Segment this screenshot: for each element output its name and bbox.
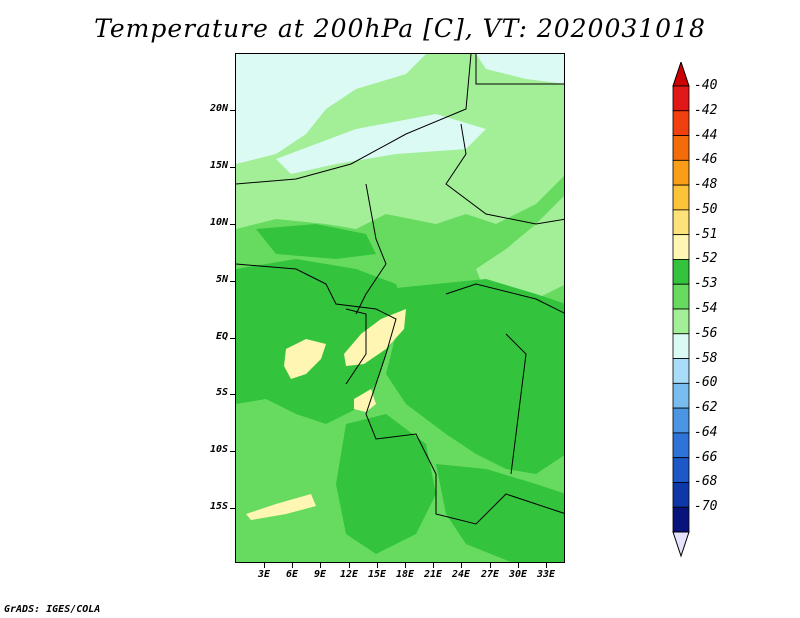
lon-tick — [490, 563, 491, 568]
band-51-gabon — [284, 339, 326, 379]
colorbar-label: -62 — [694, 400, 718, 416]
band-51-angola — [246, 494, 316, 520]
colorbar-cell — [672, 482, 690, 508]
lat-label-20n: 20N — [209, 103, 228, 114]
colorbar-label: -50 — [694, 201, 718, 217]
colorbar — [672, 62, 690, 558]
lon-tick — [518, 563, 519, 568]
lon-label-9e: 9E — [313, 569, 327, 580]
lon-label-33e: 33E — [536, 569, 556, 580]
colorbar-cell — [672, 308, 690, 335]
temperature-field — [236, 54, 564, 562]
colorbar-cell — [672, 506, 690, 533]
lon-tick — [405, 563, 406, 568]
colorbar-cell — [672, 432, 690, 459]
lon-label-24e: 24E — [451, 569, 471, 580]
colorbar-label: -64 — [694, 424, 718, 440]
colorbar-over-arrow — [672, 62, 690, 87]
colorbar-label: -44 — [694, 127, 718, 143]
colorbar-label: -58 — [694, 350, 718, 366]
lat-label-5n: 5N — [215, 274, 228, 285]
map-frame — [235, 53, 565, 563]
lon-tick — [433, 563, 434, 568]
lon-label-12e: 12E — [339, 569, 359, 580]
lat-label-5s: 5S — [215, 387, 228, 398]
colorbar-label: -42 — [694, 102, 718, 118]
band-51-coast — [354, 389, 376, 412]
border-lines — [236, 54, 564, 525]
lon-label-27e: 27E — [480, 569, 500, 580]
lon-tick — [546, 563, 547, 568]
band-52-center — [386, 279, 564, 474]
colorbar-cell — [672, 184, 690, 211]
lat-tick — [230, 338, 235, 339]
lat-label-eq: EQ — [215, 331, 228, 342]
lon-label-30e: 30E — [508, 569, 528, 580]
band-55-north — [236, 54, 426, 164]
colorbar-label: -68 — [694, 474, 718, 490]
band-52-southwest — [336, 414, 436, 554]
chart-title: Temperature at 200hPa [C], VT: 202003101… — [94, 14, 706, 43]
colorbar-cell — [672, 259, 690, 285]
band-52-south — [436, 464, 564, 562]
lat-tick — [230, 167, 235, 168]
colorbar-label: -53 — [694, 276, 718, 292]
colorbar-label: -60 — [694, 375, 718, 391]
lat-tick — [230, 224, 235, 225]
colorbar-label: -51 — [694, 226, 718, 242]
band-55-strip — [276, 114, 486, 174]
band-52-west — [236, 259, 406, 424]
colorbar-cell — [672, 110, 690, 136]
lon-label-3e: 3E — [257, 569, 271, 580]
lon-tick — [349, 563, 350, 568]
lat-label-15s: 15S — [209, 501, 228, 512]
lon-tick — [292, 563, 293, 568]
lat-tick — [230, 508, 235, 509]
colorbar-cell — [672, 234, 690, 260]
colorbar-label: -46 — [694, 152, 718, 168]
colorbar-label: -54 — [694, 301, 718, 316]
lat-tick — [230, 110, 235, 111]
colorbar-cell — [672, 407, 690, 434]
colorbar-cell — [672, 85, 690, 112]
band-55-northeast — [476, 54, 564, 84]
lon-label-21e: 21E — [423, 569, 443, 580]
lon-label-6e: 6E — [285, 569, 299, 580]
colorbar-label: -56 — [694, 325, 718, 341]
colorbar-label: -40 — [694, 78, 718, 93]
lon-tick — [377, 563, 378, 568]
colorbar-cell — [672, 209, 690, 236]
colorbar-label: -70 — [694, 499, 718, 515]
lon-tick — [264, 563, 265, 568]
colorbar-label: -48 — [694, 177, 718, 193]
lat-tick — [230, 451, 235, 452]
lat-label-15n: 15N — [209, 160, 228, 171]
colorbar-label: -66 — [694, 449, 718, 465]
colorbar-cell — [672, 135, 690, 161]
colorbar-cell — [672, 159, 690, 186]
colorbar-cell — [672, 333, 690, 359]
lon-tick — [461, 563, 462, 568]
colorbar-cell — [672, 457, 690, 483]
lat-label-10n: 10N — [209, 217, 228, 228]
lat-label-10s: 10S — [209, 444, 228, 455]
colorbar-under-arrow — [672, 531, 690, 558]
band-52-patch — [256, 224, 376, 259]
colorbar-cell — [672, 283, 690, 310]
colorbar-label: -52 — [694, 251, 718, 267]
lat-tick — [230, 281, 235, 282]
lon-tick — [320, 563, 321, 568]
colorbar-cell — [672, 358, 690, 384]
credit-text: GrADS: IGES/COLA — [4, 604, 101, 615]
lat-tick — [230, 394, 235, 395]
lon-label-18e: 18E — [395, 569, 415, 580]
lon-label-15e: 15E — [367, 569, 387, 580]
band-51-congo — [344, 309, 406, 366]
colorbar-cell — [672, 382, 690, 409]
